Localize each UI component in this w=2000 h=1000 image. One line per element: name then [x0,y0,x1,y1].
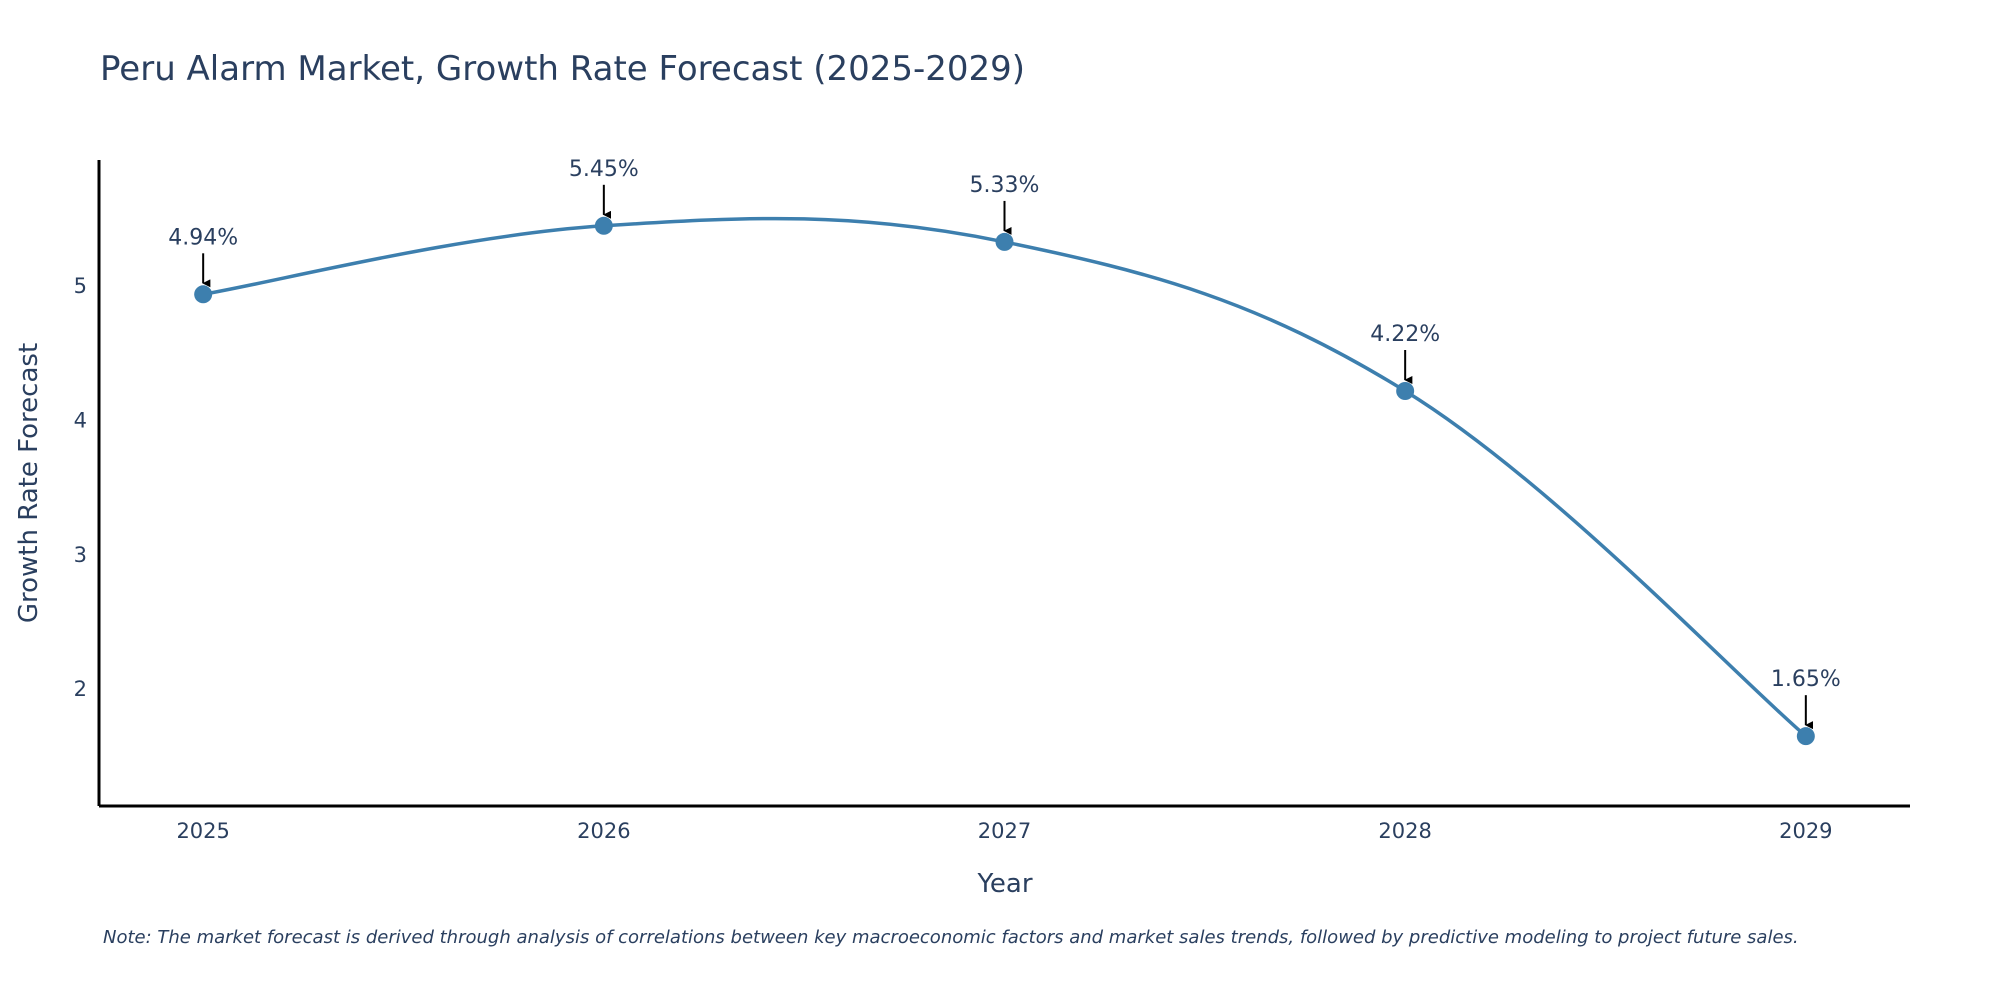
data-label: 4.94% [168,225,238,250]
y-tick-label: 4 [74,409,87,433]
x-tick-label: 2028 [1378,819,1431,843]
data-label: 4.22% [1370,322,1440,347]
y-axis-title: Growth Rate Forecast [14,343,44,623]
x-axis-ticks: 2025 2026 2027 2028 2029 [176,819,1832,843]
data-label: 5.45% [569,157,639,182]
chart-title: Peru Alarm Market, Growth Rate Forecast … [100,49,1025,89]
y-tick-label: 2 [74,677,87,701]
data-points [194,216,1815,746]
y-tick-label: 5 [74,274,87,298]
x-tick-label: 2027 [978,819,1031,843]
y-tick-label: 3 [74,543,87,567]
footnote: Note: The market forecast is derived thr… [103,927,1799,948]
series-line [201,216,1808,738]
data-point[interactable] [995,232,1014,251]
x-tick-label: 2026 [577,819,630,843]
y-axis-ticks: 2 3 4 5 [74,274,87,701]
x-tick-label: 2025 [176,819,229,843]
x-tick-label: 2029 [1779,819,1832,843]
data-label: 1.65% [1771,667,1841,692]
data-annotations: 4.94% 5.45% 5.33% 4.22% 1.65% [168,157,1841,730]
data-point[interactable] [1796,727,1815,746]
data-label: 5.33% [970,173,1040,198]
data-point[interactable] [594,216,613,235]
data-point[interactable] [194,285,213,304]
data-point[interactable] [1396,382,1415,401]
x-axis-title: Year [976,869,1032,899]
